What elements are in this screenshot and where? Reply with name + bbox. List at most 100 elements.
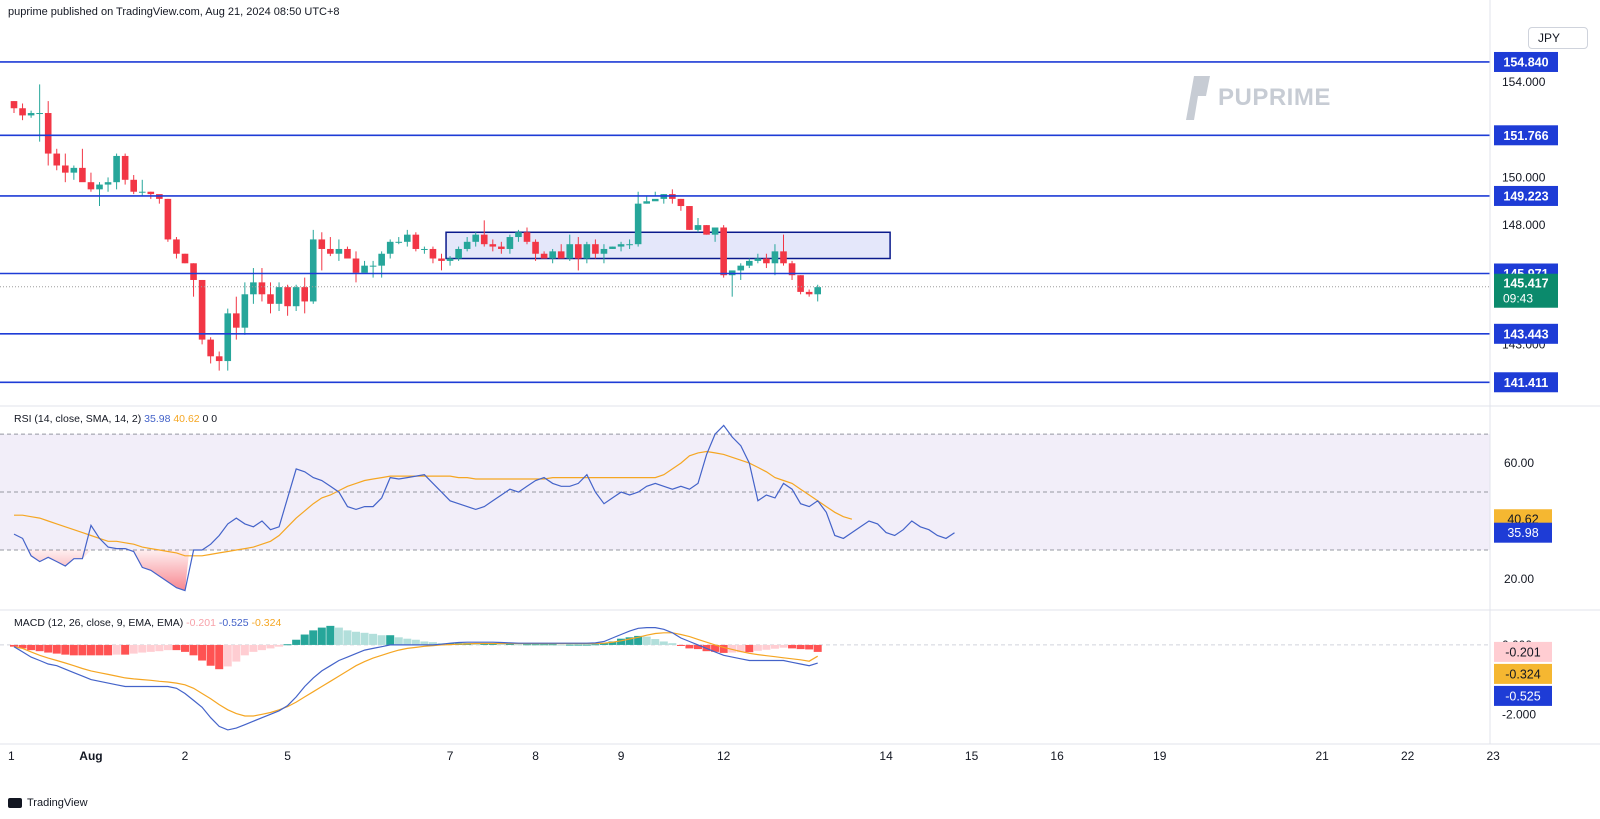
candle <box>446 256 454 266</box>
macd-histogram-bar <box>608 641 617 645</box>
candle <box>566 234 574 261</box>
candle <box>797 275 804 295</box>
macd-histogram-bar <box>292 639 301 645</box>
macd-histogram-bar <box>805 644 814 650</box>
candle <box>677 198 685 211</box>
candle-body <box>711 227 719 235</box>
macd-histogram-bar <box>770 644 779 649</box>
candle-body <box>523 232 531 242</box>
macd-histogram-bar <box>309 630 318 645</box>
macd-histogram-bar <box>685 644 694 649</box>
level-price-label: 154.840 <box>1503 55 1548 69</box>
macd-histogram-bar <box>762 644 771 650</box>
candle <box>369 260 377 278</box>
candle-body <box>267 294 274 304</box>
rsi-legend-ma: 40.62 <box>173 413 202 425</box>
candle-body <box>686 206 693 230</box>
macd-histogram-bar <box>377 635 386 645</box>
candle-body <box>566 244 574 259</box>
macd-histogram-bar <box>275 644 284 647</box>
macd-histogram-bar <box>557 644 566 646</box>
candle-body <box>643 201 650 204</box>
candle <box>181 253 189 264</box>
macd-histogram-bar <box>488 643 497 645</box>
rsi-tick-label: 20.00 <box>1504 572 1534 586</box>
candle <box>438 253 445 271</box>
level-price-label-bg <box>1494 323 1558 344</box>
candle-body <box>609 246 616 249</box>
macd-signal-line <box>13 632 819 717</box>
tradingview-logo-icon <box>8 798 22 808</box>
macd-histogram-bar <box>676 644 685 646</box>
macd-histogram-bar <box>317 627 326 645</box>
candle <box>267 282 274 314</box>
candle <box>686 206 693 230</box>
candle <box>592 239 599 259</box>
candle-body <box>27 113 35 116</box>
candle <box>292 284 300 311</box>
candle-body <box>617 244 625 247</box>
candle-body <box>455 248 462 259</box>
candle-body <box>634 203 642 245</box>
time-axis-label: 15 <box>965 749 979 763</box>
candle-body <box>549 251 556 259</box>
currency-selector[interactable]: JPY <box>1528 27 1588 49</box>
macd-histogram-value-label: -0.201 <box>1505 645 1540 659</box>
candle-body <box>429 248 437 259</box>
macd-histogram-bar <box>369 633 378 645</box>
candle-body <box>104 182 112 185</box>
macd-legend-title: MACD (12, 26, close, 9, EMA, EMA) <box>14 617 186 629</box>
macd-histogram-bar <box>642 636 651 645</box>
macd-histogram-bar <box>591 644 600 646</box>
candle-body <box>651 198 659 202</box>
macd-histogram-bar <box>505 643 514 645</box>
candle <box>215 351 223 371</box>
time-axis-label: Aug <box>79 749 102 763</box>
footer-brand: TradingView <box>27 797 88 809</box>
candle <box>284 284 291 316</box>
candle <box>404 229 411 247</box>
candle-body <box>301 287 308 302</box>
level-price-label: 149.223 <box>1503 189 1548 203</box>
macd-legend-macd: -0.525 <box>219 617 252 629</box>
candle <box>62 153 69 183</box>
macd-histogram-bar <box>634 635 643 645</box>
candle-body <box>53 153 61 166</box>
macd-histogram-bar <box>223 644 232 667</box>
candle-body <box>754 258 762 261</box>
macd-histogram-bar <box>480 643 489 645</box>
macd-histogram-bar <box>44 644 53 653</box>
candle-body <box>138 191 146 193</box>
candle-body <box>395 241 403 243</box>
candle <box>224 308 232 371</box>
candle-body <box>763 258 770 264</box>
candle-body <box>361 265 368 273</box>
chart-canvas[interactable]: 154.000150.000148.000143.000154.840151.7… <box>0 0 1600 790</box>
candle-body <box>557 251 565 259</box>
candle-body <box>113 155 120 183</box>
macd-histogram-bar <box>18 644 27 649</box>
candle <box>113 153 120 190</box>
level-price-label: 143.443 <box>1503 327 1548 341</box>
macd-histogram-bar <box>61 644 70 655</box>
macd-histogram-bar <box>694 644 702 650</box>
candle <box>352 251 360 283</box>
macd-histogram-bar <box>334 627 343 645</box>
candle-body <box>318 239 326 249</box>
macd-histogram-bar <box>813 644 822 652</box>
candle <box>87 172 95 192</box>
candle-body <box>275 287 283 304</box>
macd-histogram-bar <box>403 638 412 645</box>
macd-histogram-bar <box>138 644 147 653</box>
macd-histogram-bar <box>471 643 480 645</box>
macd-histogram-bar <box>172 644 181 651</box>
candle <box>780 234 787 266</box>
candle <box>600 244 608 264</box>
rsi-value-bg <box>1494 522 1552 543</box>
candle-body <box>498 246 505 249</box>
macd-histogram-bar <box>360 632 369 645</box>
macd-value-label: -0.525 <box>1505 689 1540 703</box>
candle-body <box>292 287 300 307</box>
candle <box>10 101 18 114</box>
candle-body <box>780 251 787 264</box>
